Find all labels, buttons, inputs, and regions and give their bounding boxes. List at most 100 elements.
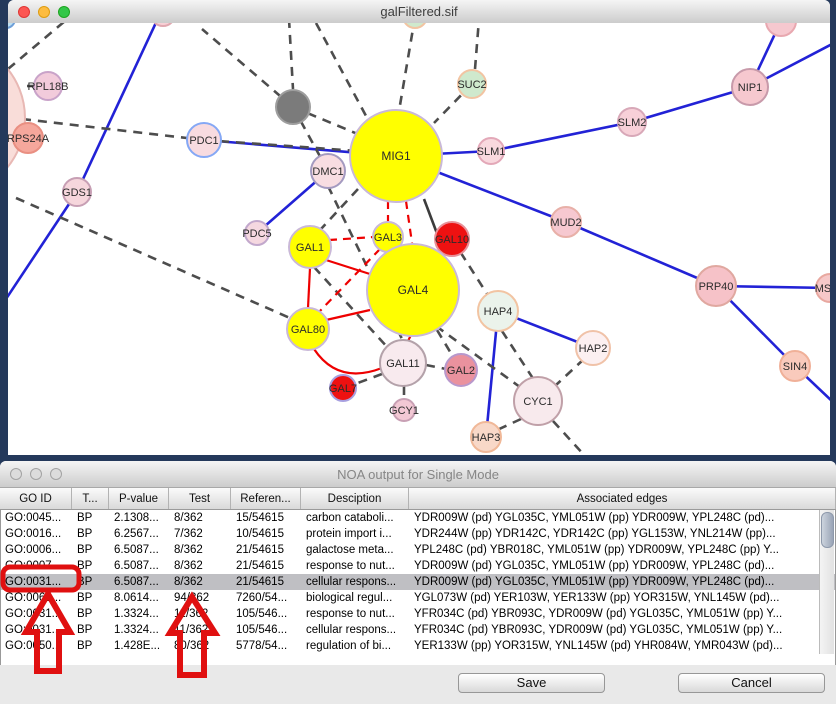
- network-edge[interactable]: [397, 23, 416, 112]
- cell-type[interactable]: BP: [77, 624, 93, 636]
- node-unlabeled[interactable]: [403, 23, 427, 29]
- cell-type[interactable]: BP: [77, 512, 93, 524]
- cell-type[interactable]: BP: [77, 608, 93, 620]
- cell-type[interactable]: BP: [77, 576, 93, 588]
- cell-go_id[interactable]: GO:0016...: [5, 528, 62, 540]
- cell-edges[interactable]: YDR009W (pd) YGL035C, YML051W (pp) YDR00…: [414, 512, 775, 524]
- noa-window-titlebar[interactable]: NOA output for Single Mode: [0, 461, 836, 488]
- cell-test[interactable]: 94/362: [174, 592, 210, 604]
- node-MSN5[interactable]: [815, 273, 830, 303]
- cell-description[interactable]: response to nut...: [306, 608, 395, 620]
- node-DMC1[interactable]: [310, 153, 346, 189]
- cell-p_value[interactable]: 6.2567...: [114, 528, 159, 540]
- cell-go_id[interactable]: GO:0031...: [5, 624, 62, 636]
- node-unlabeled[interactable]: [8, 40, 26, 196]
- network-edge[interactable]: [306, 267, 312, 309]
- network-graph[interactable]: 17A RPL18B RPS24A GDS1 PDC1 PDC5 MIG1 SUC2 SLM1 S…: [8, 23, 830, 455]
- network-edge[interactable]: [314, 23, 374, 128]
- network-edge[interactable]: [552, 420, 586, 455]
- cell-test[interactable]: 8/362: [174, 560, 203, 572]
- node-unlabeled[interactable]: [275, 89, 311, 125]
- table-row[interactable]: GO:0031... BP 1.3324... 11/362 105/546... cel…: [1, 622, 835, 638]
- cell-p_value[interactable]: 6.5087...: [114, 544, 159, 556]
- node-MIG1[interactable]: [349, 109, 443, 203]
- cell-description[interactable]: carbon cataboli...: [306, 512, 394, 524]
- cell-reference[interactable]: 21/54615: [236, 544, 284, 556]
- cell-type[interactable]: BP: [77, 592, 93, 604]
- network-edge[interactable]: [313, 348, 383, 375]
- network-canvas[interactable]: 17A RPL18B RPS24A GDS1 PDC1 PDC5 MIG1 SUC2 SLM1 S…: [8, 23, 830, 455]
- node-unlabeled[interactable]: [151, 23, 175, 27]
- cancel-button[interactable]: Cancel: [678, 673, 825, 693]
- network-edge[interactable]: [496, 417, 522, 432]
- cell-p_value[interactable]: 2.1308...: [114, 512, 159, 524]
- cell-description[interactable]: protein import i...: [306, 528, 392, 540]
- cell-go_id[interactable]: GO:0007...: [5, 560, 62, 572]
- node-RPL18B[interactable]: [33, 71, 63, 101]
- node-GAL2[interactable]: [444, 353, 478, 387]
- cell-description[interactable]: biological regul...: [306, 592, 393, 604]
- cell-test[interactable]: 7/362: [174, 528, 203, 540]
- cell-reference[interactable]: 105/546...: [236, 624, 288, 636]
- network-edge[interactable]: [8, 23, 65, 70]
- column-header-description[interactable]: Desciption: [301, 488, 409, 509]
- node-GDS1[interactable]: [62, 177, 92, 207]
- cell-go_id[interactable]: GO:0031...: [5, 608, 62, 620]
- cell-test[interactable]: 11/362: [174, 624, 209, 636]
- zoom-button-icon[interactable]: [58, 5, 70, 18]
- network-edge[interactable]: [435, 324, 525, 392]
- cell-p_value[interactable]: 1.428E...: [114, 640, 161, 652]
- cell-description[interactable]: response to nut...: [306, 560, 395, 572]
- cell-type[interactable]: BP: [77, 528, 93, 540]
- cell-go_id[interactable]: GO:0006...: [5, 544, 62, 556]
- node-MUD2[interactable]: [550, 206, 582, 238]
- cell-edges[interactable]: YGL073W (pd) YER103W, YER133W (pp) YOR31…: [414, 592, 780, 604]
- network-edge[interactable]: [203, 138, 359, 153]
- node-GAL1[interactable]: [288, 225, 332, 269]
- node-GCY1[interactable]: [392, 398, 416, 422]
- cell-reference[interactable]: 21/54615: [236, 576, 284, 588]
- column-header-go_id[interactable]: GO ID: [0, 488, 72, 509]
- cell-go_id[interactable]: GO:0065...: [5, 592, 62, 604]
- column-header-reference[interactable]: Referen...: [231, 488, 301, 509]
- cell-type[interactable]: BP: [77, 544, 93, 556]
- network-edge[interactable]: [320, 188, 359, 230]
- network-edge[interactable]: [8, 191, 79, 305]
- table-scrollbar[interactable]: [819, 510, 834, 654]
- cell-p_value[interactable]: 6.5087...: [114, 560, 159, 572]
- node-RPS24A[interactable]: [12, 122, 44, 154]
- network-edge[interactable]: [287, 23, 295, 90]
- network-edge[interactable]: [317, 248, 381, 314]
- cell-description[interactable]: cellular respons...: [306, 624, 397, 636]
- node-SLM2[interactable]: [617, 107, 647, 137]
- cell-edges[interactable]: YDR009W (pd) YGL035C, YML051W (pp) YDR00…: [414, 560, 775, 572]
- node-PRP40[interactable]: [695, 265, 737, 307]
- node-HAP3[interactable]: [470, 421, 502, 453]
- cell-description[interactable]: galactose meta...: [306, 544, 394, 556]
- cell-reference[interactable]: 21/54615: [236, 560, 284, 572]
- cell-edges[interactable]: YFR034C (pd) YBR093C, YDR009W (pd) YGL03…: [414, 608, 783, 620]
- network-edge[interactable]: [484, 310, 500, 438]
- table-row[interactable]: GO:0016... BP 6.2567... 7/362 10/54615 protei…: [1, 526, 835, 542]
- cell-description[interactable]: cellular respons...: [306, 576, 397, 588]
- cell-test[interactable]: 8/362: [174, 576, 203, 588]
- network-edge[interactable]: [328, 235, 375, 242]
- cell-edges[interactable]: YDR009W (pd) YGL035C, YML051W (pp) YDR00…: [414, 576, 775, 588]
- network-edge[interactable]: [75, 23, 160, 193]
- minimize-button-icon[interactable]: [38, 5, 50, 18]
- table-row[interactable]: GO:0045... BP 2.1308... 8/362 15/54615 carbon…: [1, 510, 835, 526]
- node-SIN4[interactable]: [779, 350, 811, 382]
- table-row[interactable]: GO:0007... BP 6.5087... 8/362 21/54615 respon…: [1, 558, 835, 574]
- cell-test[interactable]: 80/362: [174, 640, 210, 652]
- column-header-p_value[interactable]: P-value: [109, 488, 169, 509]
- cell-description[interactable]: regulation of bi...: [306, 640, 392, 652]
- cell-type[interactable]: BP: [77, 560, 93, 572]
- cell-test[interactable]: 8/362: [174, 512, 203, 524]
- network-edge[interactable]: [500, 330, 536, 381]
- column-header-edges[interactable]: Associated edges: [409, 488, 836, 509]
- network-edge[interactable]: [15, 196, 291, 320]
- network-edge[interactable]: [291, 106, 330, 172]
- node-CYC1[interactable]: [513, 376, 563, 426]
- node-HAP4[interactable]: [477, 290, 519, 332]
- network-edge[interactable]: [555, 358, 585, 386]
